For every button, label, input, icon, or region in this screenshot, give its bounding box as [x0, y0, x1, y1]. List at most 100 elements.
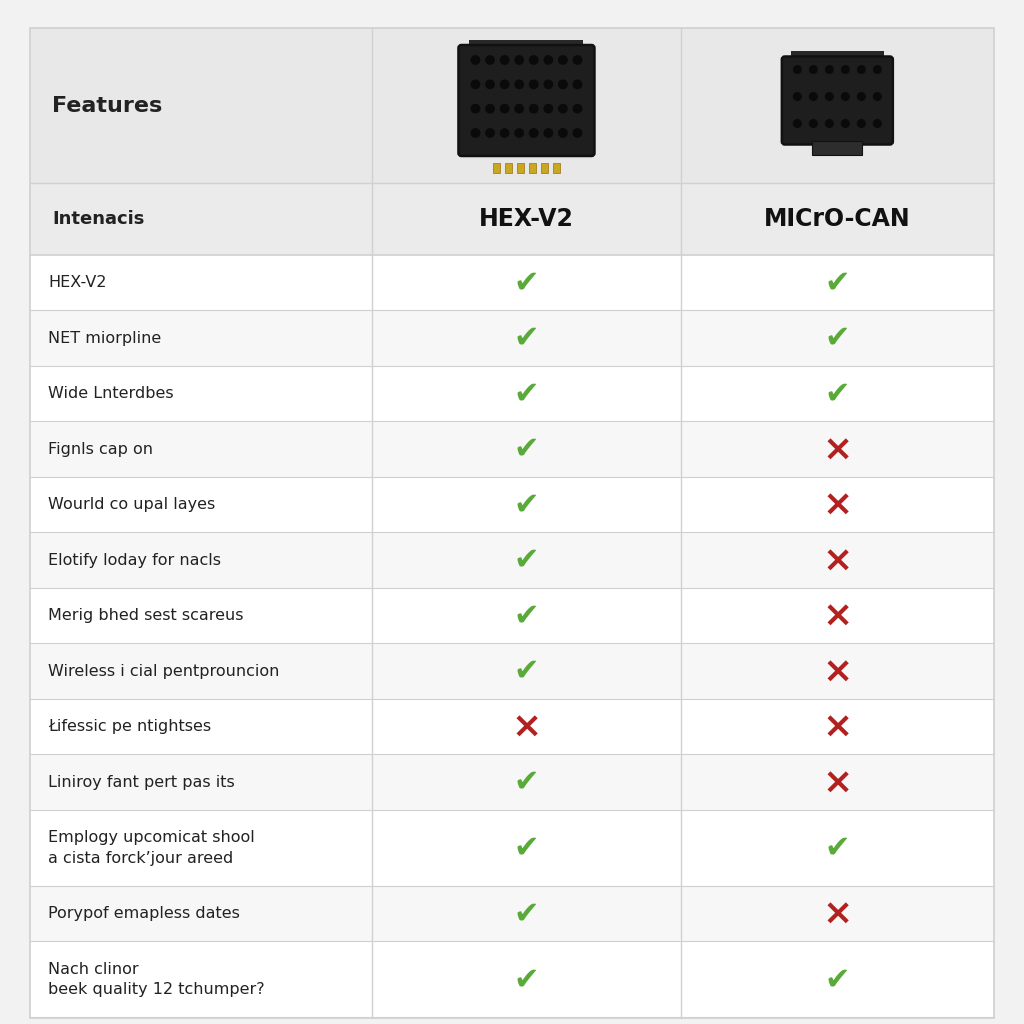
- Circle shape: [501, 104, 509, 113]
- Circle shape: [842, 93, 849, 100]
- Text: ✔: ✔: [824, 965, 850, 994]
- Circle shape: [471, 104, 479, 113]
- Text: ✔: ✔: [514, 899, 540, 928]
- Text: ×: ×: [822, 654, 852, 688]
- Circle shape: [501, 80, 509, 88]
- Circle shape: [873, 93, 881, 100]
- Bar: [30, 310, 994, 366]
- Circle shape: [471, 55, 479, 65]
- Circle shape: [794, 120, 801, 127]
- Circle shape: [810, 93, 817, 100]
- Circle shape: [573, 104, 582, 113]
- Bar: [30, 422, 994, 477]
- Circle shape: [873, 120, 881, 127]
- Bar: [30, 588, 994, 643]
- Circle shape: [573, 80, 582, 88]
- Circle shape: [529, 55, 538, 65]
- Bar: [30, 366, 994, 422]
- Text: ✔: ✔: [514, 435, 540, 464]
- FancyBboxPatch shape: [459, 45, 595, 156]
- Circle shape: [873, 66, 881, 74]
- Bar: [30, 886, 994, 941]
- Bar: [30, 255, 994, 310]
- Circle shape: [842, 120, 849, 127]
- Text: ✔: ✔: [514, 768, 540, 797]
- Bar: [505, 163, 512, 173]
- Bar: [791, 51, 884, 60]
- Text: Emplogy upcomicat shool
a cista forckʼjour areed: Emplogy upcomicat shool a cista forckʼjo…: [48, 830, 255, 865]
- Text: Liniroy fant pert pas its: Liniroy fant pert pas its: [48, 775, 234, 790]
- Circle shape: [515, 129, 523, 137]
- Circle shape: [857, 66, 865, 74]
- Text: ✔: ✔: [514, 379, 540, 409]
- Text: ✔: ✔: [514, 656, 540, 686]
- Bar: [553, 163, 560, 173]
- Circle shape: [825, 120, 834, 127]
- Circle shape: [529, 104, 538, 113]
- Text: ✔: ✔: [514, 268, 540, 297]
- Circle shape: [485, 55, 495, 65]
- Text: ✔: ✔: [824, 268, 850, 297]
- Text: ×: ×: [511, 710, 542, 743]
- Text: Elotify loday for nacls: Elotify loday for nacls: [48, 553, 221, 567]
- Circle shape: [501, 129, 509, 137]
- Text: Merig bhed sest scareus: Merig bhed sest scareus: [48, 608, 244, 624]
- Text: ✔: ✔: [824, 379, 850, 409]
- Circle shape: [857, 120, 865, 127]
- Bar: [30, 28, 994, 183]
- Text: ✔: ✔: [514, 546, 540, 574]
- Bar: [528, 163, 537, 173]
- Text: ×: ×: [822, 544, 852, 578]
- Circle shape: [559, 129, 567, 137]
- Circle shape: [515, 80, 523, 88]
- Bar: [30, 941, 994, 1018]
- FancyBboxPatch shape: [782, 56, 893, 144]
- Text: Intenacis: Intenacis: [52, 210, 144, 228]
- Bar: [30, 532, 994, 588]
- Circle shape: [544, 104, 553, 113]
- Text: ×: ×: [822, 765, 852, 800]
- Text: ×: ×: [822, 432, 852, 466]
- Text: ×: ×: [822, 487, 852, 522]
- Text: ✔: ✔: [514, 601, 540, 630]
- Bar: [541, 163, 548, 173]
- Text: Features: Features: [52, 95, 162, 116]
- Circle shape: [515, 55, 523, 65]
- Text: ✔: ✔: [514, 490, 540, 519]
- Circle shape: [471, 80, 479, 88]
- Circle shape: [825, 93, 834, 100]
- Circle shape: [485, 80, 495, 88]
- Circle shape: [559, 55, 567, 65]
- Circle shape: [573, 55, 582, 65]
- Bar: [30, 183, 994, 255]
- Text: HEX-V2: HEX-V2: [479, 207, 573, 231]
- Bar: [30, 643, 994, 699]
- Bar: [493, 163, 501, 173]
- Text: ✔: ✔: [514, 965, 540, 994]
- Bar: [812, 141, 862, 155]
- Circle shape: [544, 80, 553, 88]
- Text: Nach clinor
beek quality 12 tchumper?: Nach clinor beek quality 12 tchumper?: [48, 962, 264, 997]
- Bar: [30, 755, 994, 810]
- Circle shape: [501, 55, 509, 65]
- Text: ×: ×: [822, 710, 852, 743]
- Circle shape: [559, 104, 567, 113]
- Circle shape: [485, 104, 495, 113]
- Bar: [30, 810, 994, 886]
- Circle shape: [794, 93, 801, 100]
- Circle shape: [810, 66, 817, 74]
- Bar: [30, 477, 994, 532]
- Circle shape: [857, 93, 865, 100]
- Bar: [469, 40, 584, 50]
- Circle shape: [485, 129, 495, 137]
- Circle shape: [794, 66, 801, 74]
- Text: ✔: ✔: [514, 324, 540, 352]
- Circle shape: [825, 66, 834, 74]
- Text: ✔: ✔: [824, 834, 850, 862]
- Text: Wireless i cial pentprouncion: Wireless i cial pentprouncion: [48, 664, 280, 679]
- Text: ×: ×: [822, 897, 852, 931]
- Text: Fignls cap on: Fignls cap on: [48, 441, 153, 457]
- Circle shape: [529, 129, 538, 137]
- Circle shape: [471, 129, 479, 137]
- Circle shape: [529, 80, 538, 88]
